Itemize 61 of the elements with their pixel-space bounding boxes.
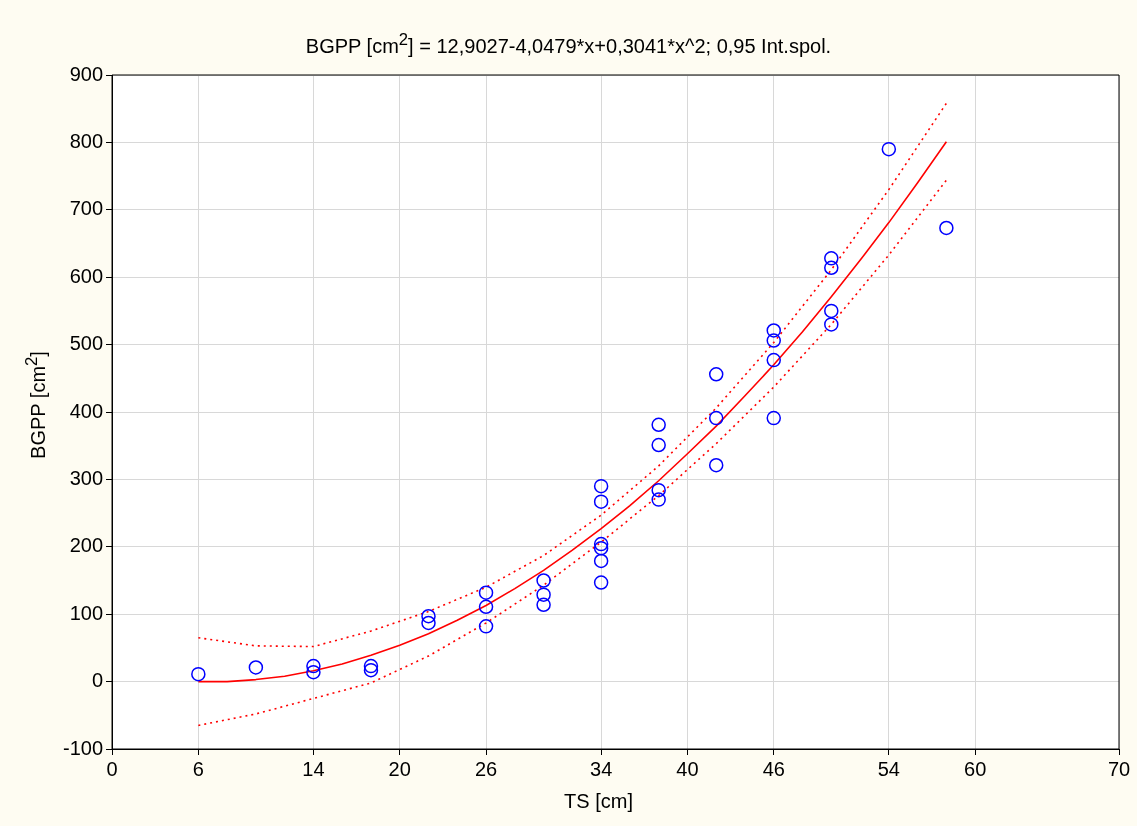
point (593, 553, 609, 569)
y-tick-label: 700 (69, 197, 104, 220)
x-tick-label: 34 (590, 757, 613, 780)
point (766, 333, 781, 348)
x-tick-label: 6 (192, 757, 204, 780)
x-tick-label: 40 (676, 757, 699, 780)
point (824, 303, 839, 319)
point (708, 458, 724, 473)
point (593, 536, 609, 552)
y-tick-label: 500 (69, 332, 104, 355)
point (708, 410, 724, 426)
x-tick-label: 70 (1107, 757, 1131, 780)
x-axis-title: TS [cm] (563, 790, 634, 813)
point (651, 417, 666, 433)
point (651, 437, 666, 453)
point (824, 317, 839, 332)
point (478, 619, 494, 634)
y-tick-label: 600 (69, 264, 104, 287)
y-tick-label: 0 (91, 669, 104, 692)
point (248, 660, 264, 675)
point (363, 658, 379, 674)
point (593, 575, 609, 590)
point (708, 367, 724, 382)
point (363, 662, 379, 678)
y-tick-label: 800 (69, 129, 104, 152)
chart-title: BGPP [cm$^{2}$] = 12,9027-4,0479*x+0,3041*x^2; 0,95 Int.spol. (304, 30, 833, 58)
point (766, 323, 781, 338)
x-tick-label: 46 (762, 757, 785, 780)
point (766, 410, 781, 426)
point (478, 585, 494, 600)
x-tick-label: 20 (388, 757, 411, 780)
y-tick-label: 200 (69, 534, 104, 557)
point (536, 573, 551, 588)
point (536, 597, 551, 613)
x-tick-label: 54 (877, 757, 900, 780)
x-tick-label: 0 (106, 757, 118, 780)
y-tick-label: 900 (69, 62, 104, 85)
point (478, 599, 494, 615)
point (766, 352, 781, 368)
point (881, 141, 897, 157)
point (536, 587, 551, 602)
point (651, 482, 666, 498)
point (651, 492, 666, 507)
y-tick-label: 400 (69, 399, 104, 422)
x-tick-label: 60 (964, 757, 987, 780)
point (824, 251, 839, 266)
point (593, 540, 609, 556)
point (939, 220, 954, 236)
point (191, 666, 206, 682)
y-tick-label: 300 (69, 466, 104, 489)
x-tick-label: 26 (474, 757, 498, 780)
point (593, 494, 609, 509)
point (421, 615, 436, 631)
point (306, 664, 321, 680)
point (421, 608, 436, 624)
point (306, 658, 321, 674)
y-tick-label: -100 (63, 736, 104, 759)
point (593, 478, 609, 494)
y-tick-label: 100 (69, 601, 104, 624)
x-tick-label: 14 (302, 757, 325, 780)
point (824, 260, 839, 276)
